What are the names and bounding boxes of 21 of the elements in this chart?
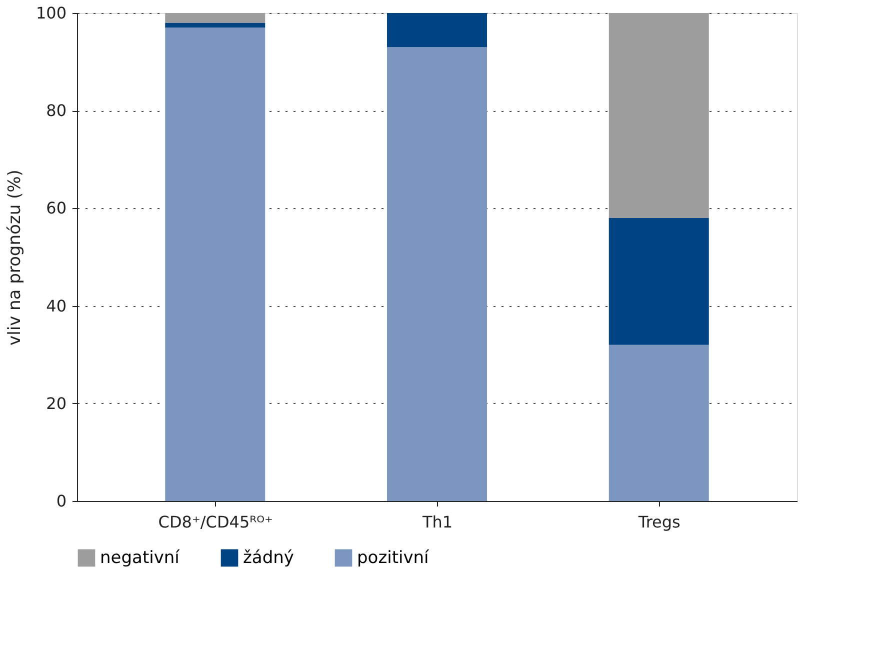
x-tick-label: Tregs [637, 512, 680, 532]
y-axis-title: vliv na prognózu (%) [4, 170, 25, 346]
y-tick-label: 40 [46, 296, 66, 316]
legend-label: pozitivní [357, 548, 430, 568]
y-tick-label: 0 [56, 492, 66, 510]
y-tick-label: 80 [46, 101, 66, 120]
bar [387, 13, 487, 48]
x-tick-label: Th1 [421, 512, 453, 532]
y-tick-label: 100 [36, 4, 66, 22]
bar [608, 344, 709, 501]
bar [165, 22, 266, 28]
y-tick-label: 60 [46, 198, 66, 218]
bar [608, 218, 709, 345]
x-tick-label: CD8⁺/CD45ᴿᴼ⁺ [158, 512, 273, 532]
bar [608, 13, 709, 218]
bar [165, 28, 266, 501]
y-tick-label: 20 [46, 394, 66, 413]
bar [387, 47, 487, 501]
bar [165, 13, 266, 23]
legend-label: žádný [243, 548, 294, 568]
legend-label: negativní [100, 548, 181, 568]
